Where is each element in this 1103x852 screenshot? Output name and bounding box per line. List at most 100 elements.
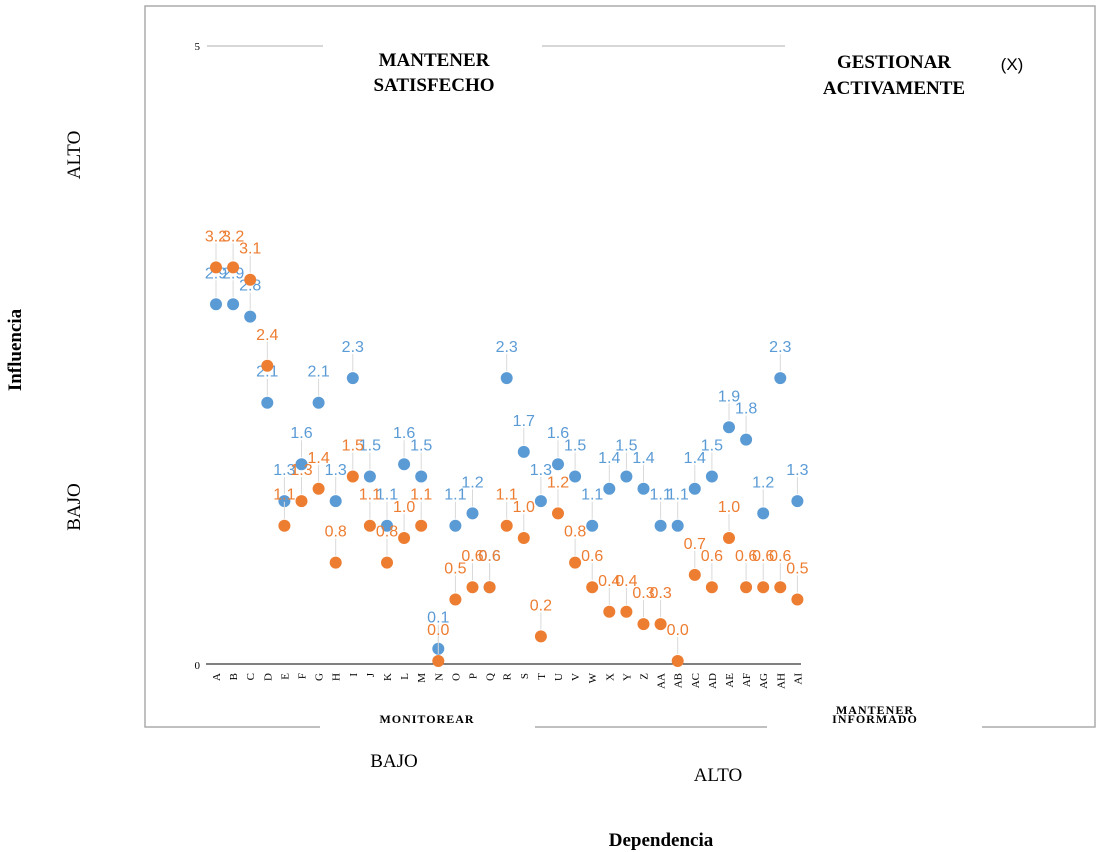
data-point [517, 532, 530, 544]
data-point [723, 532, 735, 544]
data-point [586, 519, 599, 532]
data-label: 3.1 [239, 241, 261, 258]
data-label: 0.6 [769, 548, 791, 565]
data-point [774, 372, 787, 385]
data-point [432, 655, 445, 667]
x-tick-label: T [536, 673, 548, 680]
x-tick-label: D [262, 673, 274, 681]
data-label: 0.8 [376, 524, 398, 541]
data-label: 0.7 [684, 536, 706, 553]
x-tick-label: L [399, 673, 411, 680]
data-point [329, 556, 342, 569]
data-point [688, 568, 701, 581]
data-point [449, 519, 462, 532]
x-tick-label: AC [690, 673, 702, 688]
x-tick-label: P [468, 673, 480, 679]
data-label: 1.6 [290, 425, 312, 442]
data-point [483, 581, 496, 594]
data-point [774, 581, 787, 594]
x-tick-label: R [502, 672, 514, 680]
data-label: 0.0 [667, 622, 689, 639]
data-label: 1.1 [410, 487, 432, 504]
annotation-x: (X) [1001, 55, 1024, 74]
x-tick-label: J [365, 672, 377, 677]
data-label: 2.3 [496, 339, 518, 356]
data-label: 0.1 [427, 610, 449, 627]
data-label: 0.6 [752, 548, 774, 565]
data-point [791, 593, 804, 606]
data-point [398, 532, 411, 544]
data-point [261, 359, 274, 372]
data-point [312, 396, 325, 409]
x-tick-label: A [211, 673, 223, 681]
data-label: 1.1 [273, 487, 295, 504]
data-label: 0.3 [649, 585, 671, 602]
x-low-label: BAJO [370, 751, 418, 772]
data-point [552, 458, 564, 471]
data-label: 0.5 [786, 561, 808, 578]
data-point [295, 495, 308, 508]
quadrant-label-bottom-right-line2: INFORMADO [832, 712, 918, 726]
x-tick-label: M [416, 673, 428, 683]
x-tick-label: N [433, 673, 445, 681]
data-point [363, 519, 376, 532]
data-label: 1.2 [547, 474, 569, 491]
x-tick-label: U [553, 673, 565, 681]
data-point [500, 372, 513, 385]
y-low-label: BAJO [64, 483, 85, 531]
quadrant-label-top-right: GESTIONAR [837, 52, 951, 73]
data-point [705, 581, 718, 594]
data-point [603, 482, 616, 495]
data-label: 0.6 [478, 548, 500, 565]
data-label: 1.1 [496, 487, 518, 504]
data-label: 1.2 [752, 474, 774, 491]
data-point [363, 470, 376, 483]
data-label: 0.6 [735, 548, 757, 565]
data-point [620, 605, 633, 618]
data-point [740, 433, 753, 446]
data-point [517, 445, 530, 458]
data-label: 0.6 [581, 548, 603, 565]
data-point [723, 421, 735, 434]
data-label: 1.3 [273, 462, 295, 479]
data-point [552, 507, 564, 520]
data-point [534, 630, 547, 643]
data-point [637, 618, 650, 631]
quadrant-label-top-right-line2: ACTIVAMENTE [823, 78, 965, 99]
data-point [449, 593, 462, 606]
data-point [569, 556, 582, 569]
data-point [534, 495, 547, 508]
data-point [227, 261, 240, 274]
data-point [244, 273, 257, 286]
data-label: 1.5 [564, 438, 586, 455]
data-point [244, 310, 257, 323]
x-tick-label: AG [758, 673, 770, 689]
data-point [381, 519, 393, 532]
x-tick-label: AF [741, 673, 753, 687]
data-point [415, 519, 428, 532]
y-axis-title: Influencia [5, 308, 26, 391]
data-label: 1.4 [684, 450, 706, 467]
data-label: 3.2 [222, 228, 244, 245]
data-point [227, 298, 240, 311]
data-label: 1.3 [530, 462, 552, 479]
data-point [329, 495, 342, 508]
x-tick-label: AE [724, 673, 736, 688]
data-label: 2.3 [342, 339, 364, 356]
x-tick-label: X [604, 673, 616, 681]
y-tick-label-min: 0 [195, 660, 201, 672]
data-point [466, 581, 479, 594]
data-label: 3.2 [205, 228, 227, 245]
data-label: 1.1 [667, 487, 689, 504]
data-label: 1.6 [393, 425, 415, 442]
data-label: 1.0 [513, 499, 535, 516]
data-point [210, 298, 222, 311]
data-label: 0.0 [427, 622, 449, 639]
data-point [500, 519, 513, 532]
data-label: 1.3 [290, 462, 312, 479]
y-high-label: ALTO [64, 131, 85, 180]
data-point [398, 458, 411, 471]
data-label: 1.1 [649, 487, 671, 504]
data-point [346, 372, 359, 385]
